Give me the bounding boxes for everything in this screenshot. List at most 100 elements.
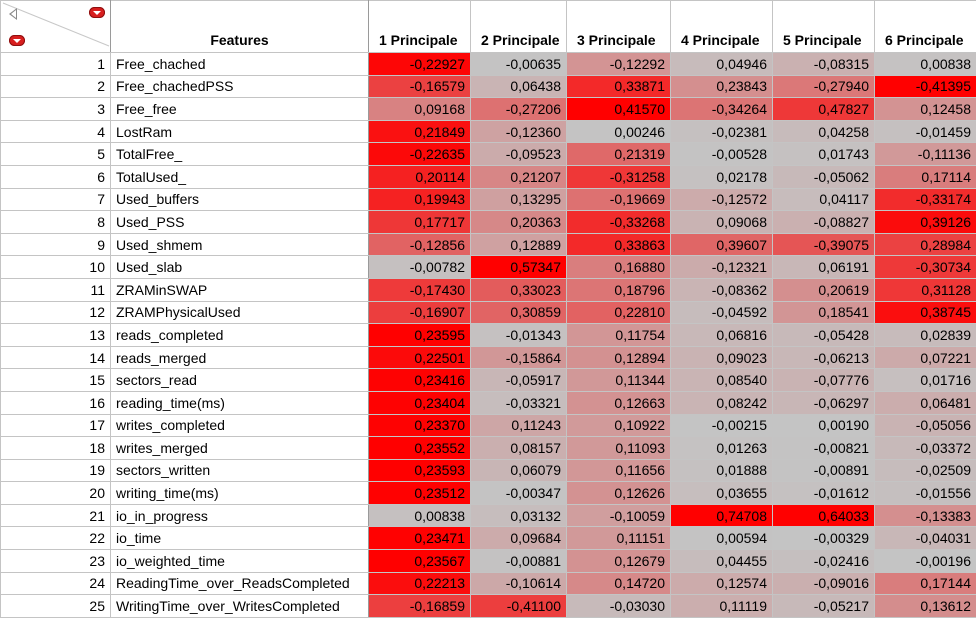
loading-cell-pc6[interactable]: -0,30734 [875,256,976,279]
row-number[interactable]: 19 [1,459,111,482]
row-number[interactable]: 21 [1,504,111,527]
loading-cell-pc1[interactable]: -0,22927 [369,53,471,76]
loading-cell-pc1[interactable]: -0,16907 [369,301,471,324]
loading-cell-pc6[interactable]: -0,04031 [875,527,976,550]
loading-cell-pc5[interactable]: 0,18541 [773,301,875,324]
loading-cell-pc6[interactable]: 0,01716 [875,369,976,392]
row-number[interactable]: 20 [1,482,111,505]
loading-cell-pc3[interactable]: 0,12663 [567,391,671,414]
loading-cell-pc5[interactable]: 0,06191 [773,256,875,279]
feature-name-cell[interactable]: Free_chached [111,53,369,76]
loading-cell-pc1[interactable]: 0,22213 [369,572,471,595]
loading-cell-pc2[interactable]: -0,09523 [471,143,567,166]
feature-name-cell[interactable]: io_time [111,527,369,550]
loading-cell-pc5[interactable]: -0,00821 [773,437,875,460]
loading-cell-pc2[interactable]: 0,33023 [471,278,567,301]
feature-name-cell[interactable]: reads_merged [111,346,369,369]
feature-name-cell[interactable]: writing_time(ms) [111,482,369,505]
row-number[interactable]: 10 [1,256,111,279]
feature-name-cell[interactable]: Free_free [111,98,369,121]
loading-cell-pc6[interactable]: 0,06481 [875,391,976,414]
loading-cell-pc5[interactable]: -0,06213 [773,346,875,369]
loading-cell-pc2[interactable]: -0,41100 [471,595,567,618]
loading-cell-pc4[interactable]: 0,03655 [671,482,773,505]
feature-name-cell[interactable]: ZRAMinSWAP [111,278,369,301]
feature-name-cell[interactable]: LostRam [111,120,369,143]
loading-cell-pc4[interactable]: 0,02178 [671,165,773,188]
loading-cell-pc3[interactable]: 0,21319 [567,143,671,166]
row-number[interactable]: 24 [1,572,111,595]
loading-cell-pc2[interactable]: 0,21207 [471,165,567,188]
loading-cell-pc5[interactable]: -0,06297 [773,391,875,414]
row-number[interactable]: 11 [1,278,111,301]
loading-cell-pc4[interactable]: 0,04946 [671,53,773,76]
row-number[interactable]: 1 [1,53,111,76]
loading-cell-pc2[interactable]: 0,20363 [471,211,567,234]
loading-cell-pc6[interactable]: 0,28984 [875,233,976,256]
loading-cell-pc5[interactable]: 0,00190 [773,414,875,437]
loading-cell-pc1[interactable]: 0,23404 [369,391,471,414]
row-number[interactable]: 17 [1,414,111,437]
loading-cell-pc3[interactable]: 0,12894 [567,346,671,369]
loading-cell-pc3[interactable]: 0,16880 [567,256,671,279]
column-header-pc2[interactable]: 2 Principale [471,1,567,53]
loading-cell-pc1[interactable]: 0,23595 [369,324,471,347]
loading-cell-pc1[interactable]: 0,19943 [369,188,471,211]
column-header-pc5[interactable]: 5 Principale [773,1,875,53]
feature-name-cell[interactable]: Free_chachedPSS [111,75,369,98]
row-number[interactable]: 4 [1,120,111,143]
feature-name-cell[interactable]: TotalUsed_ [111,165,369,188]
row-number[interactable]: 8 [1,211,111,234]
loading-cell-pc3[interactable]: -0,10059 [567,504,671,527]
row-number[interactable]: 3 [1,98,111,121]
loading-cell-pc6[interactable]: -0,03372 [875,437,976,460]
loading-cell-pc3[interactable]: -0,19669 [567,188,671,211]
feature-name-cell[interactable]: io_weighted_time [111,550,369,573]
loading-cell-pc2[interactable]: -0,00635 [471,53,567,76]
loading-cell-pc3[interactable]: 0,11344 [567,369,671,392]
loading-cell-pc3[interactable]: 0,33871 [567,75,671,98]
loading-cell-pc4[interactable]: 0,00594 [671,527,773,550]
loading-cell-pc5[interactable]: 0,04117 [773,188,875,211]
row-number[interactable]: 9 [1,233,111,256]
feature-name-cell[interactable]: ReadingTime_over_ReadsCompleted [111,572,369,595]
loading-cell-pc2[interactable]: 0,03132 [471,504,567,527]
column-header-pc3[interactable]: 3 Principale [567,1,671,53]
row-number[interactable]: 5 [1,143,111,166]
loading-cell-pc4[interactable]: -0,12572 [671,188,773,211]
loading-cell-pc6[interactable]: -0,02509 [875,459,976,482]
loading-cell-pc1[interactable]: -0,17430 [369,278,471,301]
loading-cell-pc3[interactable]: 0,11151 [567,527,671,550]
loading-cell-pc3[interactable]: 0,33863 [567,233,671,256]
loading-cell-pc5[interactable]: 0,47827 [773,98,875,121]
loading-cell-pc2[interactable]: -0,15864 [471,346,567,369]
loading-cell-pc6[interactable]: -0,11136 [875,143,976,166]
loading-cell-pc3[interactable]: 0,00246 [567,120,671,143]
loading-cell-pc1[interactable]: 0,00838 [369,504,471,527]
row-number[interactable]: 2 [1,75,111,98]
feature-name-cell[interactable]: writes_merged [111,437,369,460]
loading-cell-pc2[interactable]: -0,05917 [471,369,567,392]
feature-name-cell[interactable]: sectors_read [111,369,369,392]
loading-cell-pc1[interactable]: 0,23370 [369,414,471,437]
loading-cell-pc3[interactable]: 0,41570 [567,98,671,121]
red-triangle-menu-icon[interactable] [89,7,105,18]
loading-cell-pc6[interactable]: 0,00838 [875,53,976,76]
loading-cell-pc3[interactable]: 0,18796 [567,278,671,301]
loading-cell-pc5[interactable]: -0,05062 [773,165,875,188]
row-number[interactable]: 14 [1,346,111,369]
loading-cell-pc2[interactable]: 0,06079 [471,459,567,482]
row-number[interactable]: 7 [1,188,111,211]
collapse-triangle-icon[interactable] [9,8,17,20]
loading-cell-pc5[interactable]: -0,05217 [773,595,875,618]
loading-cell-pc4[interactable]: 0,08540 [671,369,773,392]
loading-cell-pc6[interactable]: -0,13383 [875,504,976,527]
loading-cell-pc1[interactable]: -0,00782 [369,256,471,279]
